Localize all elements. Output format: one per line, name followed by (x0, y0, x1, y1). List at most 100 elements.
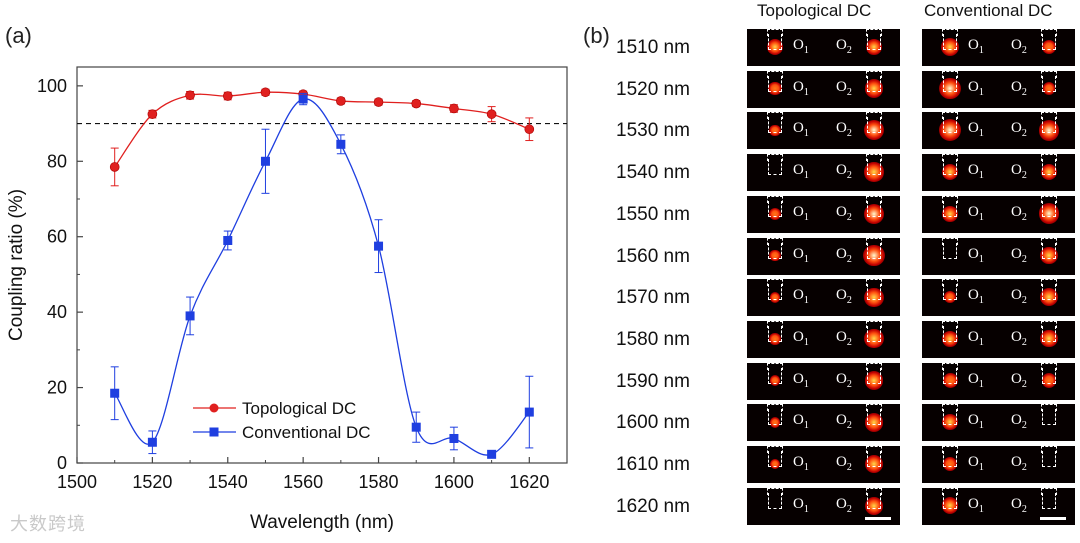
legend-label-topological-dc: Topological DC (242, 399, 356, 418)
panel-a-label: (a) (5, 23, 32, 48)
port-label-o2: O2 (836, 370, 852, 390)
port-label-o2: O2 (1011, 495, 1027, 515)
x-tick-label: 1520 (132, 472, 172, 492)
wavelength-value: 1580 (616, 328, 659, 350)
wavelength-value: 1510 (616, 37, 659, 58)
port-label-o1: O1 (968, 78, 984, 98)
y-tick-label: 20 (47, 378, 67, 398)
conventional-dc-point (298, 94, 308, 104)
topological-mode-image: O1 O2 (747, 195, 900, 233)
x-axis-label: Wavelength (nm) (250, 512, 394, 533)
port-label-o1: O1 (968, 412, 984, 432)
legend: Topological DC Conventional DC (193, 399, 371, 442)
output-port-2-outline (1042, 34, 1056, 50)
output-port-1-outline (768, 200, 782, 217)
output-port-1-outline (768, 242, 782, 259)
wavelength-value: 1550 (616, 203, 659, 225)
output-port-2-outline (1042, 242, 1056, 259)
output-port-2-outline (867, 451, 881, 467)
column-title-conventional: Conventional DC (924, 1, 1053, 20)
port-label-o1: O1 (968, 495, 984, 515)
topological-dc-point (260, 87, 271, 98)
conventional-mode-image: O1 O2 (922, 362, 1075, 400)
y-tick-label: 80 (47, 151, 67, 171)
port-label-o1: O1 (968, 203, 984, 223)
wavelength-value: 1620 (616, 495, 659, 517)
port-label-o1: O1 (793, 495, 809, 515)
conventional-mode-image: O1 O2 (922, 279, 1075, 317)
wavelength-label: 1620 nm (616, 496, 724, 518)
wavelength-unit: nm (658, 287, 690, 309)
topological-dc-point (411, 98, 422, 109)
port-label-o1: O1 (793, 120, 809, 140)
plot-frame (76, 66, 568, 464)
port-label-o1: O1 (968, 328, 984, 348)
wavelength-unit: nm (658, 412, 690, 434)
topological-dc-point (449, 103, 459, 114)
topological-mode-image: O1 O2 (747, 362, 900, 400)
topological-mode-image: O1 O2 (747, 112, 900, 150)
output-port-1-outline (768, 325, 782, 342)
watermark: 大数跨境 (10, 514, 86, 534)
topological-mode-image: O1 O2 (747, 70, 900, 108)
port-label-o2: O2 (1011, 203, 1027, 223)
y-tick-label: 60 (47, 227, 67, 247)
output-port-1-outline (943, 75, 957, 92)
port-label-o2: O2 (1011, 287, 1027, 307)
topological-dc-point (524, 124, 535, 135)
topological-dc-point (222, 91, 233, 101)
x-tick-label: 1560 (283, 472, 323, 492)
conventional-mode-image: O1 O2 (922, 320, 1075, 358)
conventional-mode-image: O1 O2 (922, 112, 1075, 150)
port-label-o2: O2 (836, 495, 852, 515)
port-label-o2: O2 (836, 120, 852, 140)
output-port-2-outline (1042, 75, 1056, 92)
conventional-dc-point (524, 407, 534, 417)
port-label-o2: O2 (836, 162, 852, 182)
output-port-2-outline (867, 325, 881, 342)
output-port-1-outline (768, 451, 782, 467)
port-label-o2: O2 (836, 37, 852, 56)
port-label-o2: O2 (836, 412, 852, 432)
conventional-mode-image: O1 O2 (922, 487, 1075, 525)
conventional-dc-point (223, 235, 233, 245)
output-port-1-outline (943, 34, 957, 50)
port-label-o1: O1 (793, 37, 809, 56)
output-port-2-outline (1042, 200, 1056, 217)
port-label-o1: O1 (793, 328, 809, 348)
output-port-2-outline (867, 284, 881, 301)
port-label-o1: O1 (968, 120, 984, 140)
wavelength-unit: nm (658, 454, 690, 475)
panel-b-label: (b) (583, 23, 610, 48)
output-port-1-outline (943, 159, 957, 176)
wavelength-unit: nm (658, 203, 690, 225)
conventional-mode-image: O1 O2 (922, 237, 1075, 275)
output-port-2-outline (867, 367, 881, 384)
output-port-1-outline (768, 117, 782, 134)
wavelength-label: 1520 nm (616, 79, 724, 101)
topological-mode-image: O1 O2 (747, 154, 900, 192)
wavelength-unit: nm (658, 245, 690, 267)
output-port-1-outline (943, 242, 957, 259)
port-label-o1: O1 (968, 162, 984, 182)
output-port-2-outline (1042, 284, 1056, 301)
topological-dc-point (185, 90, 195, 101)
port-label-o2: O2 (836, 78, 852, 98)
wavelength-value: 1600 (616, 412, 659, 434)
wavelength-unit: nm (658, 37, 690, 58)
output-port-2-outline (1042, 325, 1056, 342)
port-label-o2: O2 (1011, 370, 1027, 390)
conventional-dc-point (260, 156, 270, 166)
output-port-1-outline (943, 367, 957, 384)
output-port-2-outline (867, 409, 881, 426)
port-label-o1: O1 (793, 78, 809, 98)
port-label-o1: O1 (793, 412, 809, 432)
topological-dc-point (486, 109, 497, 119)
wavelength-value: 1590 (616, 370, 659, 392)
port-label-o2: O2 (836, 203, 852, 223)
y-tick-label: 40 (47, 302, 67, 322)
wavelength-label: 1540 nm (616, 162, 724, 184)
wavelength-label: 1560 nm (616, 246, 724, 268)
port-label-o1: O1 (793, 162, 809, 182)
series-group (109, 87, 535, 459)
